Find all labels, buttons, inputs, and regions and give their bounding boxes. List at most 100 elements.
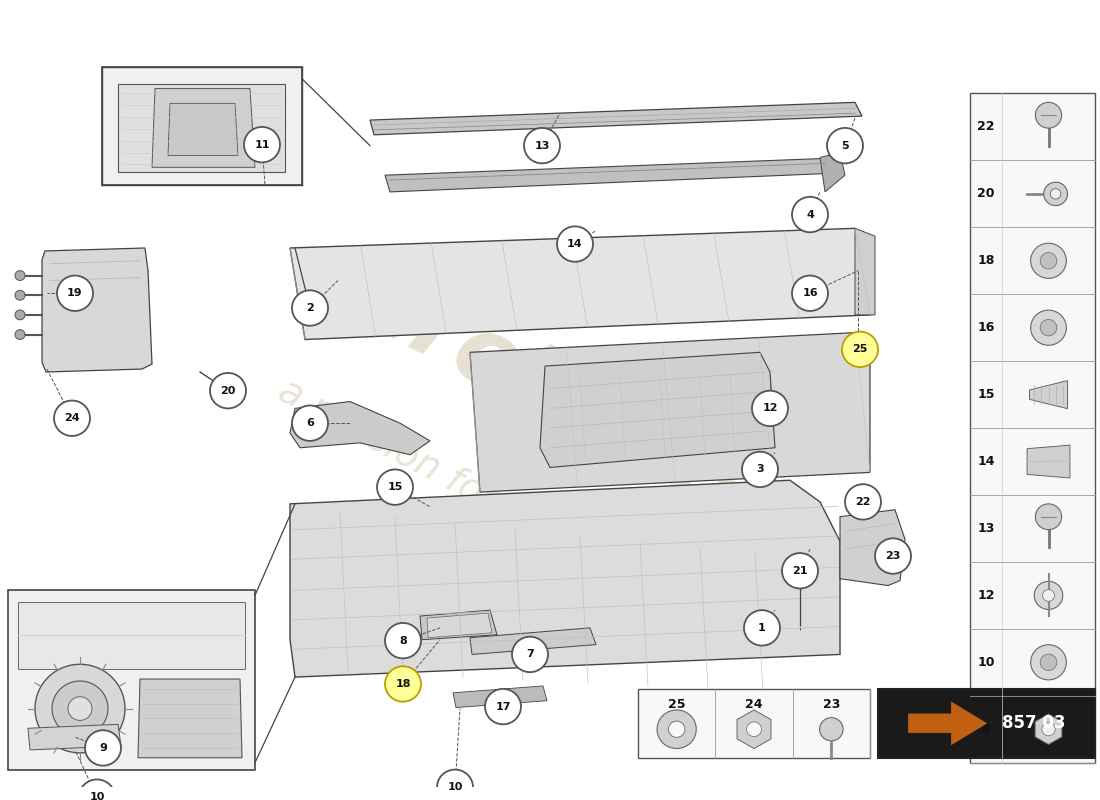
Circle shape — [557, 226, 593, 262]
Circle shape — [210, 373, 246, 409]
Text: 20: 20 — [977, 187, 994, 200]
Text: 12: 12 — [977, 589, 994, 602]
Circle shape — [35, 664, 125, 753]
Circle shape — [1031, 645, 1066, 680]
Circle shape — [437, 770, 473, 800]
Circle shape — [1031, 310, 1066, 346]
Text: euroParts: euroParts — [279, 222, 780, 546]
Polygon shape — [855, 228, 875, 315]
Polygon shape — [909, 702, 987, 745]
Text: 24: 24 — [64, 414, 80, 423]
Circle shape — [1034, 582, 1063, 610]
Polygon shape — [470, 333, 870, 492]
Circle shape — [842, 332, 878, 367]
Circle shape — [524, 128, 560, 163]
Text: 10: 10 — [448, 782, 463, 792]
Text: 16: 16 — [977, 322, 994, 334]
Polygon shape — [168, 103, 238, 155]
Polygon shape — [453, 686, 547, 707]
Circle shape — [657, 710, 696, 749]
Polygon shape — [420, 610, 497, 640]
Text: 23: 23 — [886, 551, 901, 561]
Circle shape — [747, 722, 761, 737]
Polygon shape — [385, 158, 834, 192]
Polygon shape — [18, 602, 245, 670]
Text: 22: 22 — [977, 121, 994, 134]
Circle shape — [1035, 102, 1062, 128]
Circle shape — [79, 779, 116, 800]
Polygon shape — [102, 67, 302, 185]
Circle shape — [1044, 182, 1067, 206]
Text: 5: 5 — [842, 141, 849, 150]
Circle shape — [845, 484, 881, 520]
Polygon shape — [28, 724, 121, 750]
Text: 8: 8 — [399, 636, 407, 646]
Text: 857 03: 857 03 — [1002, 714, 1066, 732]
Circle shape — [385, 623, 421, 658]
Text: 24: 24 — [746, 698, 762, 710]
Text: 16: 16 — [802, 288, 817, 298]
Circle shape — [782, 553, 818, 589]
Text: 13: 13 — [977, 522, 994, 535]
Text: 15: 15 — [387, 482, 403, 492]
Circle shape — [385, 666, 421, 702]
Circle shape — [669, 721, 685, 738]
Circle shape — [1041, 253, 1057, 269]
Text: 11: 11 — [254, 140, 270, 150]
Circle shape — [485, 689, 521, 724]
Polygon shape — [1035, 714, 1062, 745]
Polygon shape — [737, 710, 771, 749]
Circle shape — [54, 401, 90, 436]
Circle shape — [1043, 590, 1055, 602]
Polygon shape — [970, 94, 1094, 762]
Polygon shape — [540, 352, 776, 467]
Circle shape — [1041, 319, 1057, 336]
Circle shape — [244, 127, 280, 162]
Text: 18: 18 — [977, 254, 994, 267]
Polygon shape — [1030, 381, 1067, 409]
Text: 12: 12 — [762, 403, 778, 414]
Polygon shape — [427, 613, 492, 638]
Text: 6: 6 — [306, 418, 313, 428]
Text: 2: 2 — [306, 303, 313, 313]
Text: 10: 10 — [977, 656, 994, 669]
Circle shape — [85, 730, 121, 766]
Circle shape — [512, 637, 548, 672]
Text: 20: 20 — [220, 386, 235, 396]
Circle shape — [52, 681, 108, 736]
Text: 15: 15 — [977, 388, 994, 401]
Polygon shape — [290, 480, 840, 677]
Circle shape — [744, 610, 780, 646]
Circle shape — [792, 275, 828, 311]
Polygon shape — [8, 590, 255, 770]
Circle shape — [1042, 722, 1055, 736]
Text: 1: 1 — [758, 623, 766, 633]
Polygon shape — [638, 689, 870, 758]
Polygon shape — [290, 402, 430, 454]
Circle shape — [742, 452, 778, 487]
Text: 9: 9 — [99, 743, 107, 753]
Text: 22: 22 — [856, 497, 871, 507]
Polygon shape — [370, 102, 862, 135]
Polygon shape — [152, 89, 255, 167]
Text: 8: 8 — [981, 722, 990, 736]
Circle shape — [15, 310, 25, 320]
Text: 14: 14 — [977, 455, 994, 468]
Circle shape — [15, 270, 25, 281]
Polygon shape — [1027, 445, 1070, 478]
Polygon shape — [290, 228, 870, 339]
Circle shape — [292, 290, 328, 326]
Polygon shape — [118, 84, 285, 172]
Circle shape — [377, 470, 412, 505]
Text: 19: 19 — [67, 288, 82, 298]
Polygon shape — [840, 510, 905, 586]
Polygon shape — [138, 679, 242, 758]
Text: 10: 10 — [89, 792, 104, 800]
Circle shape — [15, 330, 25, 339]
Circle shape — [1035, 504, 1062, 530]
Circle shape — [1050, 189, 1060, 199]
Text: a passion for parts since 1985: a passion for parts since 1985 — [272, 373, 789, 670]
Circle shape — [292, 406, 328, 441]
Text: 21: 21 — [792, 566, 807, 576]
Circle shape — [827, 128, 864, 163]
